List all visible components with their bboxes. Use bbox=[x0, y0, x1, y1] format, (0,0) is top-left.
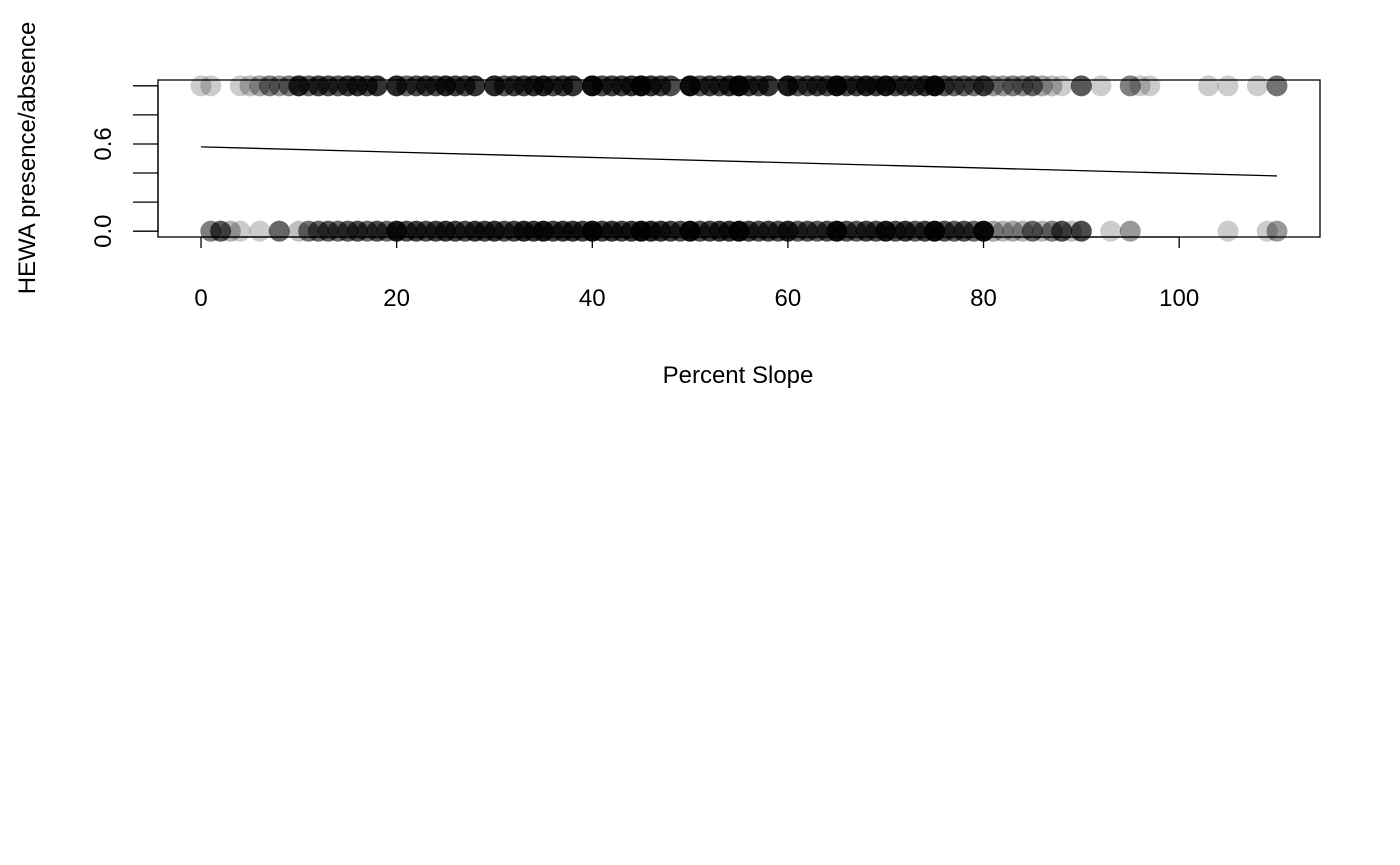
x-tick-label: 80 bbox=[970, 285, 997, 312]
point-presence bbox=[1246, 75, 1268, 97]
point-presence bbox=[1090, 75, 1112, 97]
point-absence bbox=[229, 220, 251, 242]
point-absence bbox=[1217, 220, 1239, 242]
point-absence bbox=[1070, 220, 1092, 242]
y-tick-label: 0.6 bbox=[90, 127, 117, 160]
x-tick-label: 100 bbox=[1159, 285, 1199, 312]
point-presence bbox=[1197, 75, 1219, 97]
fit-line bbox=[201, 146, 1277, 177]
x-tick-label: 60 bbox=[775, 285, 802, 312]
point-absence bbox=[268, 220, 290, 242]
point-presence bbox=[562, 75, 584, 97]
y-axis: 0.0 0.6 bbox=[90, 85, 159, 248]
point-absence bbox=[1100, 220, 1122, 242]
points-layer bbox=[190, 75, 1288, 242]
y-axis-title: HEWA presence/absence bbox=[14, 22, 41, 295]
x-tick-label: 40 bbox=[579, 285, 606, 312]
point-presence bbox=[1139, 75, 1161, 97]
point-presence bbox=[464, 75, 486, 97]
x-axis-title: Percent Slope bbox=[663, 362, 814, 389]
y-tick-label: 0.0 bbox=[90, 214, 117, 247]
point-presence bbox=[1051, 75, 1073, 97]
point-presence bbox=[1070, 75, 1092, 97]
point-presence bbox=[200, 75, 222, 97]
point-presence bbox=[366, 75, 388, 97]
point-presence bbox=[1266, 75, 1288, 97]
point-presence bbox=[1217, 75, 1239, 97]
point-absence bbox=[249, 220, 271, 242]
x-tick-label: 20 bbox=[383, 285, 410, 312]
point-presence bbox=[757, 75, 779, 97]
x-axis: 0 20 40 60 80 100 bbox=[194, 236, 1199, 312]
point-presence bbox=[660, 75, 682, 97]
point-absence bbox=[1119, 220, 1141, 242]
point-absence bbox=[1266, 220, 1288, 242]
x-tick-label: 0 bbox=[194, 285, 207, 312]
plot-box bbox=[157, 79, 1321, 238]
